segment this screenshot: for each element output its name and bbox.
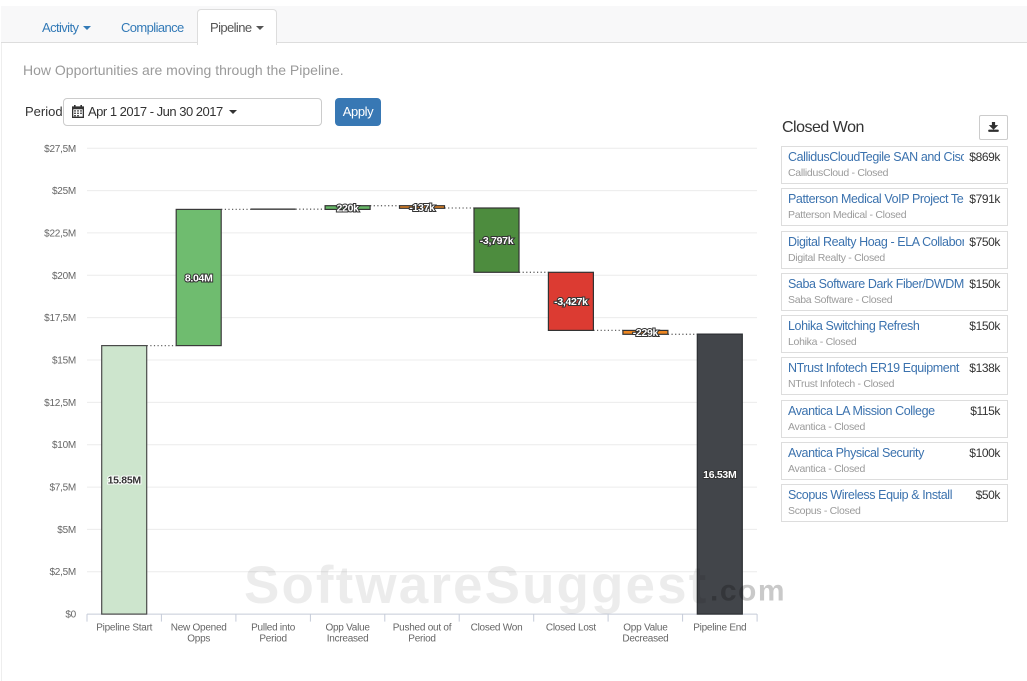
svg-text:$20M: $20M (52, 271, 76, 282)
svg-text:8.04M: 8.04M (185, 272, 213, 284)
svg-text:$10M: $10M (52, 440, 76, 451)
svg-text:$17,5M: $17,5M (44, 313, 76, 324)
svg-text:Increased: Increased (327, 634, 369, 645)
svg-text:Opps: Opps (187, 634, 210, 645)
svg-text:15.85M: 15.85M (108, 475, 142, 487)
svg-text:16.53M: 16.53M (703, 469, 737, 481)
svg-text:Closed Won: Closed Won (471, 623, 523, 634)
svg-text:New Opened: New Opened (171, 623, 227, 634)
svg-text:Period: Period (259, 634, 286, 645)
svg-text:Pushed out of: Pushed out of (393, 623, 452, 634)
svg-text:-137k: -137k (409, 202, 435, 214)
svg-text:Opp Value: Opp Value (325, 623, 370, 634)
svg-text:Pulled into: Pulled into (251, 623, 296, 634)
svg-text:$25M: $25M (52, 186, 76, 197)
svg-text:Opp Value: Opp Value (623, 623, 668, 634)
svg-text:Decreased: Decreased (622, 634, 668, 645)
svg-text:Closed Lost: Closed Lost (546, 623, 597, 634)
svg-text:Pipeline End: Pipeline End (693, 623, 746, 634)
svg-text:$12,5M: $12,5M (44, 398, 76, 409)
svg-text:$22,5M: $22,5M (44, 228, 76, 239)
svg-text:$7,5M: $7,5M (49, 483, 76, 494)
svg-text:$5M: $5M (57, 525, 76, 536)
svg-text:SoftwareSuggest: SoftwareSuggest (244, 556, 708, 615)
svg-text:$15M: $15M (52, 356, 76, 367)
svg-text:Pipeline Start: Pipeline Start (96, 623, 152, 634)
svg-text:220k: 220k (337, 202, 360, 214)
svg-text:-3,427k: -3,427k (554, 296, 588, 308)
svg-text:$2,5M: $2,5M (49, 567, 76, 578)
svg-text:-3,797k: -3,797k (480, 235, 514, 247)
svg-text:$0: $0 (65, 610, 76, 621)
svg-text:-229k: -229k (633, 327, 659, 339)
svg-text:.com: .com (710, 575, 786, 608)
svg-text:$27,5M: $27,5M (44, 144, 76, 155)
svg-text:Period: Period (408, 634, 435, 645)
